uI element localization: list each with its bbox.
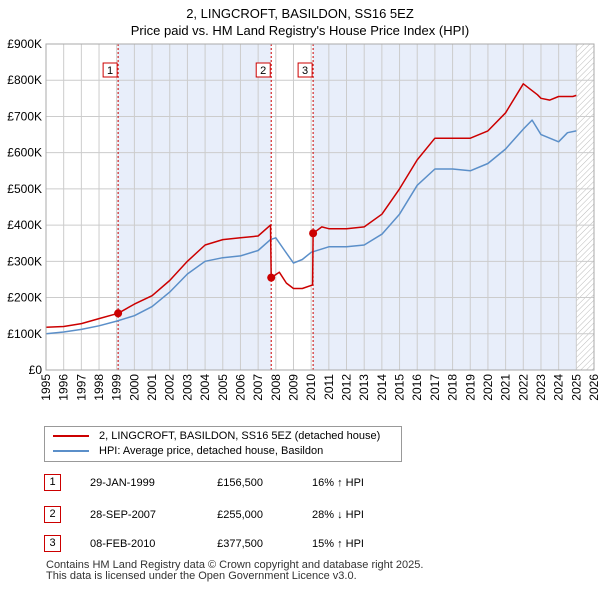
legend-item-hpi: HPI: Average price, detached house, Basi… bbox=[53, 444, 323, 459]
transaction-date: 29-JAN-1999 bbox=[90, 477, 155, 489]
transaction-number-badge: 3 bbox=[44, 535, 61, 552]
y-tick-label: £800K bbox=[7, 73, 42, 87]
y-tick-label: £900K bbox=[7, 37, 42, 51]
title-line-1: 2, LINGCROFT, BASILDON, SS16 5EZ bbox=[186, 6, 414, 21]
x-tick-label: 2025 bbox=[569, 374, 583, 401]
x-tick-label: 2009 bbox=[286, 374, 300, 401]
x-tick-label: 1995 bbox=[39, 374, 53, 401]
forecast-hatch bbox=[576, 44, 594, 370]
transaction-date: 08-FEB-2010 bbox=[90, 538, 156, 550]
x-tick-label: 2018 bbox=[446, 374, 460, 401]
sale-point bbox=[267, 273, 276, 282]
sale-marker-number: 2 bbox=[260, 65, 266, 77]
x-tick-label: 2016 bbox=[410, 374, 424, 401]
x-tick-label: 1996 bbox=[57, 374, 71, 401]
legend-line-hpi bbox=[53, 450, 89, 453]
hpi-line bbox=[45, 119, 577, 335]
x-tick-label: 2011 bbox=[322, 374, 336, 400]
table-row: 1 29-JAN-1999 £156,500 16% ↑ HPI bbox=[44, 474, 404, 491]
sale-point bbox=[114, 309, 123, 318]
transaction-price: £156,500 bbox=[217, 477, 263, 489]
y-tick-label: £300K bbox=[7, 254, 42, 268]
x-tick-label: 2017 bbox=[428, 374, 442, 401]
transaction-price: £255,000 bbox=[217, 509, 263, 521]
footer-line-1: Contains HM Land Registry data © Crown c… bbox=[46, 559, 424, 571]
x-tick-label: 1999 bbox=[110, 374, 124, 401]
ownership-shade bbox=[313, 44, 577, 370]
x-tick-label: 2010 bbox=[304, 374, 318, 401]
transaction-number-badge: 2 bbox=[44, 506, 61, 523]
x-tick-label: 2026 bbox=[587, 374, 600, 401]
table-row: 3 08-FEB-2010 £377,500 15% ↑ HPI bbox=[44, 535, 404, 552]
x-tick-label: 1998 bbox=[92, 374, 106, 401]
title-line-2: Price paid vs. HM Land Registry's House … bbox=[130, 23, 470, 38]
x-tick-label: 2024 bbox=[552, 374, 566, 401]
y-tick-label: £700K bbox=[7, 109, 42, 123]
transaction-hpi-change: 28% ↓ HPI bbox=[312, 509, 364, 521]
chart-legend: 2, LINGCROFT, BASILDON, SS16 5EZ (detach… bbox=[44, 426, 402, 462]
table-row: 2 28-SEP-2007 £255,000 28% ↓ HPI bbox=[44, 506, 404, 523]
x-tick-label: 2020 bbox=[481, 374, 495, 401]
x-tick-label: 2012 bbox=[340, 374, 354, 401]
transaction-number-badge: 1 bbox=[44, 474, 61, 491]
sale-marker-badge bbox=[255, 62, 271, 78]
property-price-line bbox=[45, 83, 577, 329]
x-tick-label: 2019 bbox=[463, 374, 477, 401]
y-tick-label: £100K bbox=[7, 327, 42, 341]
plot-border bbox=[45, 43, 595, 371]
y-tick-label: £0 bbox=[29, 363, 43, 377]
chart-title: 2, LINGCROFT, BASILDON, SS16 5EZ Price p… bbox=[0, 5, 600, 39]
ownership-shade bbox=[118, 44, 272, 370]
sale-marker-badge bbox=[297, 62, 313, 78]
y-tick-label: £400K bbox=[7, 218, 42, 232]
x-tick-label: 2007 bbox=[251, 374, 265, 401]
x-tick-label: 1997 bbox=[74, 374, 88, 401]
sale-marker-number: 3 bbox=[302, 65, 308, 77]
legend-line-property bbox=[53, 435, 89, 438]
x-tick-label: 2002 bbox=[163, 374, 177, 401]
x-tick-label: 2003 bbox=[180, 374, 194, 401]
x-tick-label: 2008 bbox=[269, 374, 283, 401]
footer-line-2: This data is licensed under the Open Gov… bbox=[46, 570, 357, 582]
transaction-price: £377,500 bbox=[217, 538, 263, 550]
x-tick-label: 2006 bbox=[233, 374, 247, 401]
x-tick-label: 2014 bbox=[375, 374, 389, 401]
x-tick-label: 2022 bbox=[516, 374, 530, 401]
transaction-hpi-change: 16% ↑ HPI bbox=[312, 477, 364, 489]
x-tick-label: 2021 bbox=[499, 374, 513, 401]
sale-marker-number: 1 bbox=[107, 65, 113, 77]
footer-attribution: Contains HM Land Registry data © Crown c… bbox=[46, 560, 423, 582]
y-tick-label: £600K bbox=[7, 146, 42, 160]
x-tick-label: 2015 bbox=[393, 374, 407, 401]
legend-label-property: 2, LINGCROFT, BASILDON, SS16 5EZ (detach… bbox=[99, 430, 381, 442]
sale-point bbox=[309, 229, 318, 238]
x-tick-label: 2005 bbox=[216, 374, 230, 401]
price-chart: 1 2 3 £0 £100K £200K £300K £400K £500K £600K £700… bbox=[7, 37, 600, 401]
sale-marker-badge bbox=[102, 62, 118, 78]
x-tick-label: 2001 bbox=[145, 374, 159, 401]
x-tick-label: 2004 bbox=[198, 374, 212, 401]
transaction-hpi-change: 15% ↑ HPI bbox=[312, 538, 364, 550]
x-tick-label: 2013 bbox=[357, 374, 371, 401]
legend-item-property: 2, LINGCROFT, BASILDON, SS16 5EZ (detach… bbox=[53, 429, 380, 444]
y-tick-label: £500K bbox=[7, 182, 42, 196]
legend-label-hpi: HPI: Average price, detached house, Basi… bbox=[99, 445, 324, 457]
y-tick-label: £200K bbox=[7, 291, 42, 305]
transaction-date: 28-SEP-2007 bbox=[90, 509, 157, 521]
x-tick-label: 2000 bbox=[127, 374, 141, 401]
x-tick-label: 2023 bbox=[534, 374, 548, 401]
